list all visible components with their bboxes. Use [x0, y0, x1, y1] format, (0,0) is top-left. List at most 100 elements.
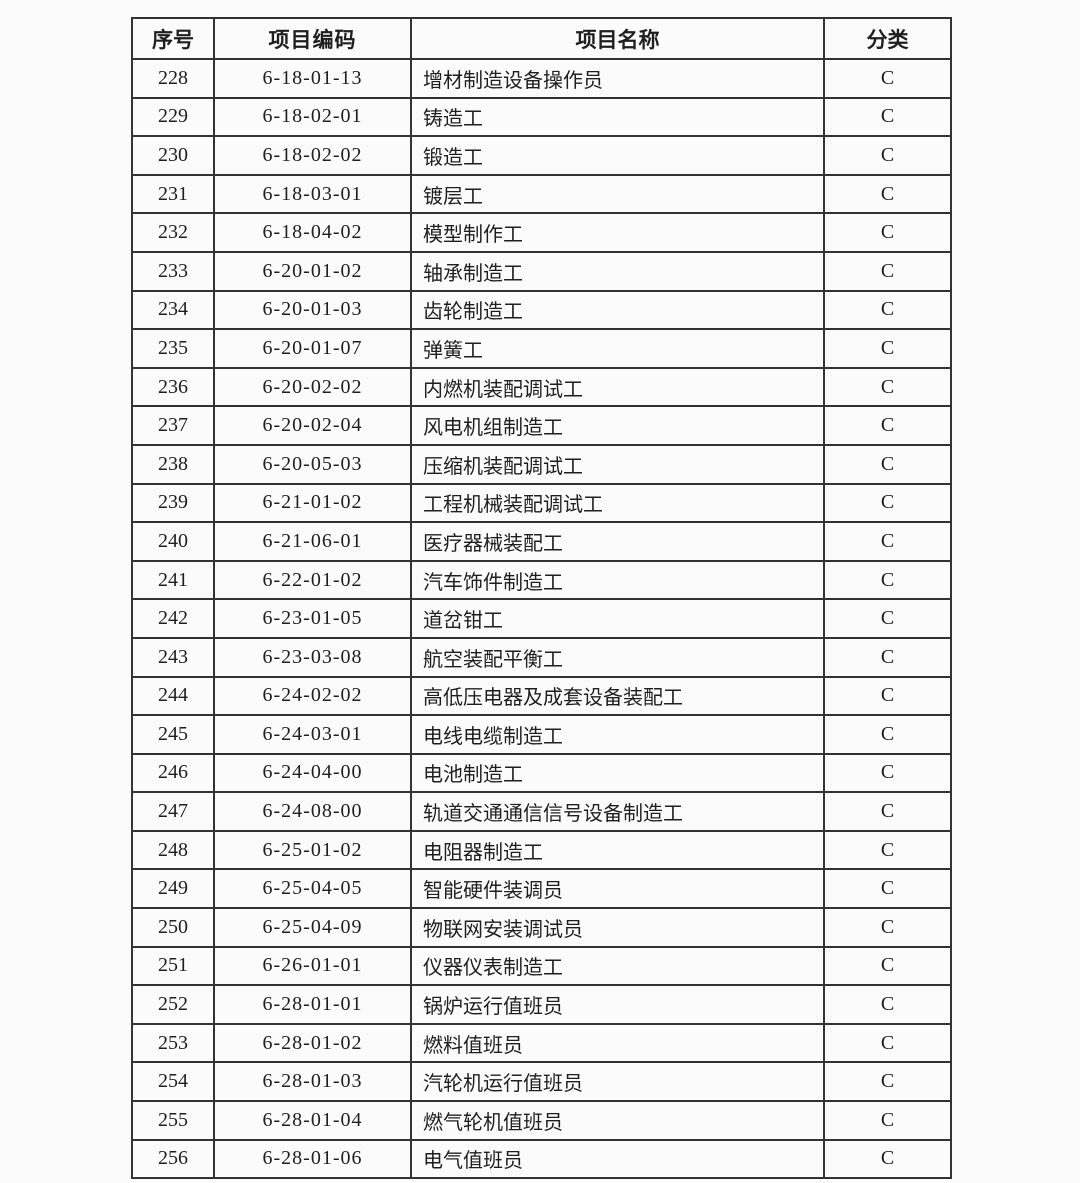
table-row: 237 6-20-02-04 风电机组制造工 C — [131, 405, 952, 446]
cell-category: C — [823, 58, 952, 99]
cell-name: 锻造工 — [410, 135, 825, 176]
cell-index: 254 — [131, 1061, 215, 1103]
cell-code: 6-23-03-08 — [213, 636, 412, 678]
table-row: 242 6-23-01-05 道岔钳工 C — [131, 598, 952, 639]
cell-code: 6-28-01-02 — [213, 1022, 412, 1064]
cell-category: C — [823, 675, 952, 717]
cell-code: 6-28-01-06 — [213, 1138, 412, 1180]
cell-category: C — [823, 521, 952, 562]
cell-index: 237 — [131, 405, 215, 446]
table-row: 235 6-20-01-07 弹簧工 C — [131, 328, 952, 369]
cell-name: 电气值班员 — [410, 1138, 825, 1180]
cell-name: 镀层工 — [410, 173, 825, 215]
cell-index: 236 — [131, 366, 215, 408]
cell-code: 6-24-02-02 — [213, 675, 412, 717]
cell-code: 6-28-01-01 — [213, 984, 412, 1025]
cell-code: 6-23-01-05 — [213, 598, 412, 639]
cell-category: C — [823, 482, 952, 524]
table-row: 248 6-25-01-02 电阻器制造工 C — [131, 829, 952, 871]
table-row: 256 6-28-01-06 电气值班员 C — [131, 1138, 952, 1180]
table-row: 249 6-25-04-05 智能硬件装调员 C — [131, 868, 952, 910]
cell-index: 228 — [131, 58, 215, 99]
cell-name: 智能硬件装调员 — [410, 868, 825, 910]
cell-code: 6-25-04-05 — [213, 868, 412, 910]
occupation-code-table: 序号 项目编码 项目名称 分类 228 6-18-01-13 增材制造设备操作员 C 2… — [131, 17, 952, 1180]
cell-index: 240 — [131, 521, 215, 562]
cell-index: 229 — [131, 96, 215, 138]
cell-name: 风电机组制造工 — [410, 405, 825, 446]
table-row: 250 6-25-04-09 物联网安装调试员 C — [131, 907, 952, 948]
table-row: 245 6-24-03-01 电线电缆制造工 C — [131, 714, 952, 755]
cell-index: 256 — [131, 1138, 215, 1180]
cell-code: 6-18-04-02 — [213, 212, 412, 253]
cell-category: C — [823, 443, 952, 485]
table-row: 230 6-18-02-02 锻造工 C — [131, 135, 952, 176]
cell-code: 6-21-06-01 — [213, 521, 412, 562]
cell-name: 铸造工 — [410, 96, 825, 138]
cell-category: C — [823, 907, 952, 948]
cell-code: 6-25-04-09 — [213, 907, 412, 948]
cell-index: 241 — [131, 559, 215, 601]
cell-code: 6-20-01-02 — [213, 250, 412, 292]
cell-category: C — [823, 1061, 952, 1103]
cell-name: 工程机械装配调试工 — [410, 482, 825, 524]
table-row: 255 6-28-01-04 燃气轮机值班员 C — [131, 1100, 952, 1141]
table-row: 243 6-23-03-08 航空装配平衡工 C — [131, 636, 952, 678]
cell-category: C — [823, 328, 952, 369]
table-row: 229 6-18-02-01 铸造工 C — [131, 96, 952, 138]
cell-name: 压缩机装配调试工 — [410, 443, 825, 485]
table-row: 247 6-24-08-00 轨道交通通信信号设备制造工 C — [131, 791, 952, 832]
cell-code: 6-18-01-13 — [213, 58, 412, 99]
cell-category: C — [823, 984, 952, 1025]
cell-name: 物联网安装调试员 — [410, 907, 825, 948]
cell-code: 6-20-01-03 — [213, 289, 412, 331]
cell-category: C — [823, 173, 952, 215]
cell-code: 6-24-04-00 — [213, 752, 412, 794]
table-row: 253 6-28-01-02 燃料值班员 C — [131, 1022, 952, 1064]
cell-category: C — [823, 1100, 952, 1141]
cell-name: 燃料值班员 — [410, 1022, 825, 1064]
header-code: 项目编码 — [213, 17, 412, 60]
table-row: 228 6-18-01-13 增材制造设备操作员 C — [131, 58, 952, 99]
cell-code: 6-20-02-04 — [213, 405, 412, 446]
cell-category: C — [823, 945, 952, 987]
cell-category: C — [823, 636, 952, 678]
cell-index: 250 — [131, 907, 215, 948]
cell-name: 齿轮制造工 — [410, 289, 825, 331]
cell-name: 轴承制造工 — [410, 250, 825, 292]
cell-name: 弹簧工 — [410, 328, 825, 369]
cell-index: 233 — [131, 250, 215, 292]
table-row: 244 6-24-02-02 高低压电器及成套设备装配工 C — [131, 675, 952, 717]
cell-code: 6-18-02-02 — [213, 135, 412, 176]
cell-index: 232 — [131, 212, 215, 253]
cell-index: 239 — [131, 482, 215, 524]
cell-code: 6-21-01-02 — [213, 482, 412, 524]
cell-code: 6-18-02-01 — [213, 96, 412, 138]
cell-index: 238 — [131, 443, 215, 485]
cell-code: 6-20-01-07 — [213, 328, 412, 369]
cell-category: C — [823, 1022, 952, 1064]
table-row: 233 6-20-01-02 轴承制造工 C — [131, 250, 952, 292]
cell-name: 锅炉运行值班员 — [410, 984, 825, 1025]
cell-index: 253 — [131, 1022, 215, 1064]
cell-code: 6-24-08-00 — [213, 791, 412, 832]
header-row: 序号 项目编码 项目名称 分类 — [131, 17, 952, 60]
cell-category: C — [823, 714, 952, 755]
table-row: 246 6-24-04-00 电池制造工 C — [131, 752, 952, 794]
cell-name: 电线电缆制造工 — [410, 714, 825, 755]
table-row: 231 6-18-03-01 镀层工 C — [131, 173, 952, 215]
cell-category: C — [823, 366, 952, 408]
cell-category: C — [823, 135, 952, 176]
cell-index: 244 — [131, 675, 215, 717]
cell-name: 医疗器械装配工 — [410, 521, 825, 562]
cell-name: 仪器仪表制造工 — [410, 945, 825, 987]
cell-code: 6-25-01-02 — [213, 829, 412, 871]
cell-category: C — [823, 752, 952, 794]
cell-code: 6-26-01-01 — [213, 945, 412, 987]
cell-index: 248 — [131, 829, 215, 871]
cell-name: 电阻器制造工 — [410, 829, 825, 871]
cell-index: 245 — [131, 714, 215, 755]
cell-index: 235 — [131, 328, 215, 369]
cell-name: 道岔钳工 — [410, 598, 825, 639]
